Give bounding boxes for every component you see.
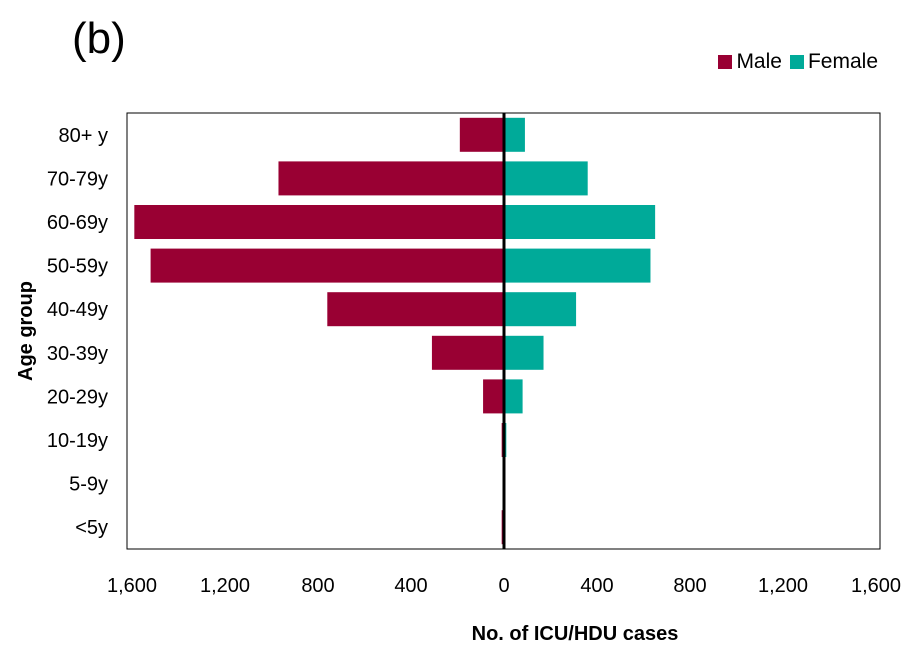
x-tick-label: 1,600 (851, 575, 901, 597)
bar-male-7079y (278, 161, 504, 196)
y-tick-labels: 80+ y 70-79y 60-69y 50-59y 40-49y 30-39y 20-29… (47, 125, 108, 539)
bar-male-5059y (150, 248, 504, 283)
chart-legend: Male Female (710, 50, 878, 74)
y-tick-label: 60-69y (47, 212, 108, 234)
x-tick-label: 400 (394, 575, 427, 597)
y-axis-title: Age group (15, 281, 37, 381)
x-tick-labels: 1,600 1,200 800 400 0 400 800 1,200 1,600 (107, 575, 901, 597)
x-tick-label: 1,200 (200, 575, 250, 597)
x-tick-label: 800 (673, 575, 706, 597)
y-tick-label: 30-39y (47, 343, 108, 365)
bar-female-6069y (504, 205, 656, 239)
bar-male-3039y (431, 335, 504, 370)
legend-label-female: Female (807, 50, 878, 73)
y-tick-label: 40-49y (47, 299, 108, 321)
x-tick-label: 400 (580, 575, 613, 597)
x-tick-label: 0 (498, 575, 509, 597)
legend-swatch-male (718, 55, 733, 69)
y-tick-label: 10-19y (47, 430, 108, 452)
bar-male-2029y (483, 379, 504, 414)
bar-male-4049y (327, 292, 504, 327)
y-tick-label: <5y (75, 517, 108, 539)
bar-female-5059y (504, 248, 651, 283)
bar-female-3039y (504, 335, 544, 370)
bar-female-2029y (504, 379, 523, 414)
y-tick-label: 5-9y (69, 474, 108, 496)
bars-layer (134, 117, 656, 545)
bar-male-80y (459, 117, 504, 152)
legend-swatch-female (789, 55, 804, 69)
y-tick-label: 20-29y (47, 386, 108, 408)
bar-female-4049y (504, 292, 577, 327)
bar-male-6069y (134, 205, 504, 239)
bar-female-7079y (504, 161, 588, 196)
y-tick-label: 70-79y (47, 168, 108, 190)
legend-item-male: Male (718, 50, 782, 74)
panel-label: (b) (72, 14, 126, 63)
x-tick-label: 1,600 (107, 575, 157, 597)
legend-label-male: Male (736, 50, 782, 73)
bar-female-80y (504, 117, 525, 152)
legend-item-female: Female (789, 50, 878, 74)
x-tick-label: 1,200 (758, 575, 808, 597)
x-axis-title: No. of ICU/HDU cases (472, 623, 679, 645)
x-tick-label: 800 (301, 575, 334, 597)
y-tick-label: 80+ y (59, 125, 108, 147)
y-tick-label: 50-59y (47, 256, 108, 278)
